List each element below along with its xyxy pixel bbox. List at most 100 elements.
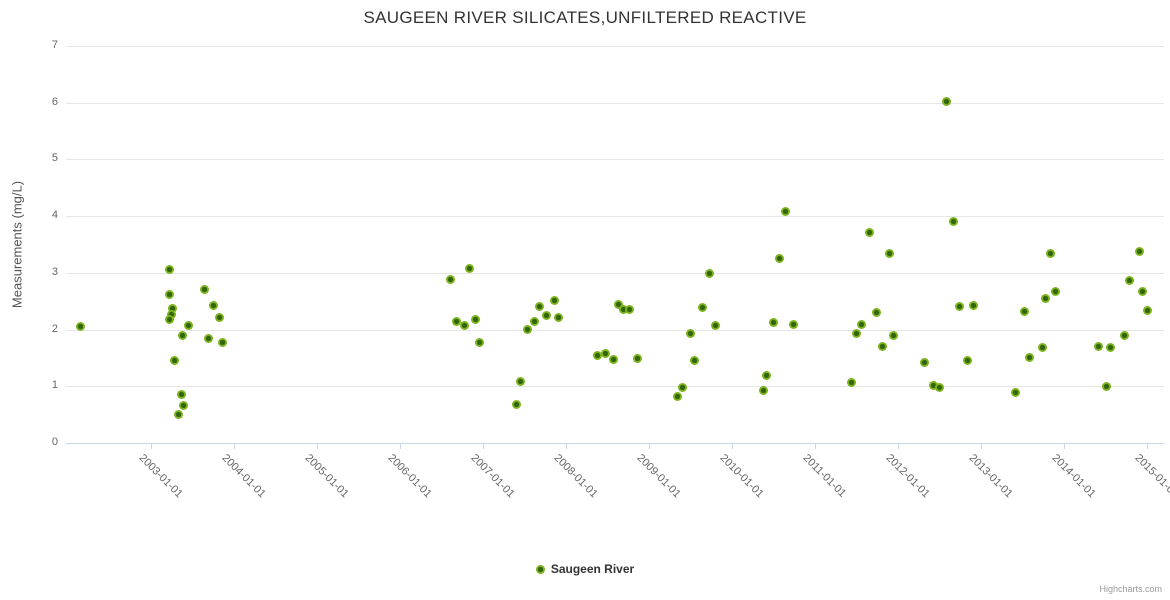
x-axis-tick [1063,444,1065,449]
y-axis-tick-label: 0 [51,436,58,448]
data-point[interactable] [1020,306,1030,316]
data-point[interactable] [948,216,958,226]
data-point[interactable] [759,385,769,395]
data-point[interactable] [209,301,219,311]
data-point[interactable] [871,308,881,318]
data-point[interactable] [529,316,539,326]
data-point[interactable] [619,305,629,315]
data-point[interactable] [593,350,603,360]
data-point[interactable] [1093,341,1103,351]
data-point[interactable] [1102,382,1112,392]
data-point[interactable] [1142,306,1152,316]
y-axis-tick-label: 7 [51,39,58,51]
highcharts-credits-link[interactable]: Highcharts.com [1099,584,1162,594]
data-point[interactable] [176,389,186,399]
data-point[interactable] [217,338,227,348]
data-point[interactable] [698,302,708,312]
gridline [66,216,1164,218]
data-point[interactable] [884,248,894,258]
x-axis-tick [399,444,401,449]
data-point[interactable] [633,353,643,363]
data-point[interactable] [689,355,699,365]
data-point[interactable] [512,399,522,409]
data-point[interactable] [165,264,175,274]
data-point[interactable] [445,274,455,284]
data-point[interactable] [969,301,979,311]
data-point[interactable] [962,356,972,366]
data-point[interactable] [165,315,175,325]
data-point[interactable] [1135,247,1145,257]
data-point[interactable] [888,331,898,341]
data-point[interactable] [942,97,952,107]
x-axis-tick [233,444,235,449]
data-point[interactable] [769,317,779,327]
data-point[interactable] [919,357,929,367]
data-point[interactable] [846,378,856,388]
data-point[interactable] [1010,388,1020,398]
data-point[interactable] [170,356,180,366]
x-axis-tick-label: 2007-01-01 [468,452,517,501]
data-point[interactable] [704,268,714,278]
data-point[interactable] [167,304,177,314]
data-point[interactable] [522,325,532,335]
data-point[interactable] [934,382,944,392]
data-point[interactable] [857,319,867,329]
data-point[interactable] [516,377,526,387]
x-axis-tick [980,444,982,449]
data-point[interactable] [928,380,938,390]
data-point[interactable] [781,207,791,217]
data-point[interactable] [685,329,695,339]
data-point[interactable] [204,333,214,343]
x-axis-tick-label: 2005-01-01 [302,452,351,501]
data-point[interactable] [177,330,187,340]
data-point[interactable] [1125,276,1135,286]
data-point[interactable] [788,319,798,329]
data-point[interactable] [464,264,474,274]
data-point[interactable] [1025,352,1035,362]
data-point[interactable] [614,299,624,309]
data-point[interactable] [851,329,861,339]
data-point[interactable] [710,321,720,331]
data-point[interactable] [200,285,210,295]
x-axis-tick-label: 2010-01-01 [717,452,766,501]
data-point[interactable] [554,313,564,323]
data-point[interactable] [1037,342,1047,352]
data-point[interactable] [1050,287,1060,297]
chart-title: SAUGEEN RIVER SILICATES,UNFILTERED REACT… [363,8,807,27]
data-point[interactable] [1105,342,1115,352]
data-point[interactable] [1120,330,1130,340]
data-point[interactable] [600,348,610,358]
data-point[interactable] [549,295,559,305]
data-point[interactable] [166,310,176,320]
x-axis-tick [565,444,567,449]
data-point[interactable] [542,310,552,320]
data-point[interactable] [215,313,225,323]
data-point[interactable] [673,391,683,401]
data-point[interactable] [878,341,888,351]
data-point[interactable] [474,338,484,348]
data-point[interactable] [471,314,481,324]
data-point[interactable] [184,320,194,330]
data-point[interactable] [76,321,86,331]
data-point[interactable] [179,401,189,411]
data-point[interactable] [174,409,184,419]
data-point[interactable] [1137,287,1147,297]
data-point[interactable] [678,382,688,392]
data-point[interactable] [459,320,469,330]
data-point[interactable] [761,371,771,380]
legend-item-saugeen-river[interactable]: Saugeen River [0,562,1170,576]
x-axis-tick-label: 2014-01-01 [1049,452,1098,501]
data-point[interactable] [451,317,461,327]
data-point[interactable] [625,305,635,315]
data-point[interactable] [775,253,785,263]
gridline [66,329,1164,331]
data-point[interactable] [165,289,175,299]
x-axis-tick-label: 2013-01-01 [966,452,1015,501]
data-point[interactable] [1040,293,1050,303]
data-point[interactable] [609,354,619,364]
data-point[interactable] [864,228,874,238]
data-point[interactable] [535,302,545,312]
data-point[interactable] [1045,248,1055,258]
data-point[interactable] [954,302,964,312]
